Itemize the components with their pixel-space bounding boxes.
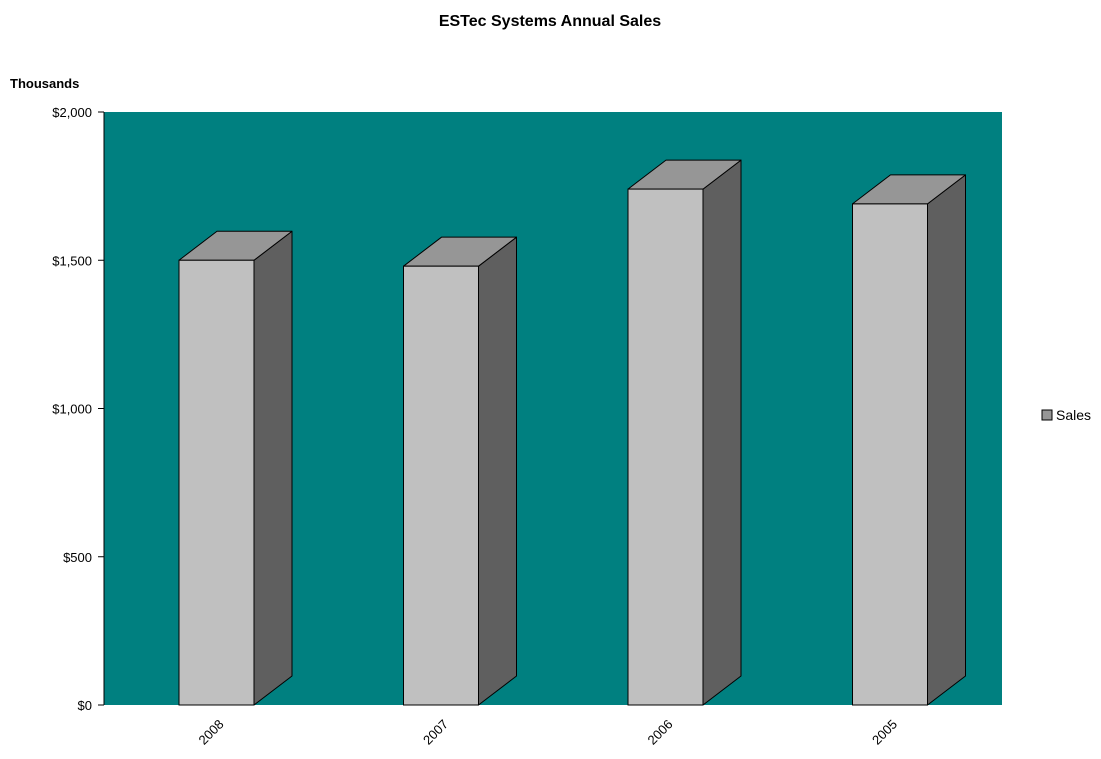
x-tick-label: 2008 (196, 717, 227, 748)
y-tick-label: $1,500 (52, 253, 92, 268)
y-axis-units-label: Thousands (10, 76, 79, 91)
bar-2005 (852, 174, 966, 706)
bars (178, 159, 966, 706)
bar-side-face (478, 236, 517, 706)
chart-title: ESTec Systems Annual Sales (439, 13, 661, 30)
x-tick-label: 2007 (420, 717, 451, 748)
bar-front-face (403, 265, 479, 706)
y-tick-label: $1,000 (52, 402, 92, 417)
bar-2008 (178, 230, 293, 706)
y-tick-label: $500 (63, 550, 92, 565)
x-tick-label: 2006 (645, 717, 676, 748)
bar-front-face (627, 188, 704, 706)
bar-2006 (627, 159, 742, 706)
bar-side-face (702, 159, 742, 706)
y-axis-ticks: $0 $500 $1,000 $1,500 $2,000 (52, 105, 104, 713)
legend-swatch-sales (1041, 409, 1053, 421)
bar-front-face (852, 203, 928, 706)
bar-front-face (178, 259, 255, 706)
bar-side-face (253, 230, 293, 706)
x-axis-labels: 2008 2007 2006 2005 (196, 717, 901, 748)
bar-side-face (927, 174, 966, 706)
y-tick-label: $2,000 (52, 105, 92, 120)
legend-label-sales: Sales (1056, 407, 1091, 423)
x-tick-label: 2005 (869, 717, 900, 748)
legend: Sales (1041, 407, 1091, 423)
y-tick-label: $0 (78, 698, 92, 713)
bar-2007 (403, 236, 517, 706)
